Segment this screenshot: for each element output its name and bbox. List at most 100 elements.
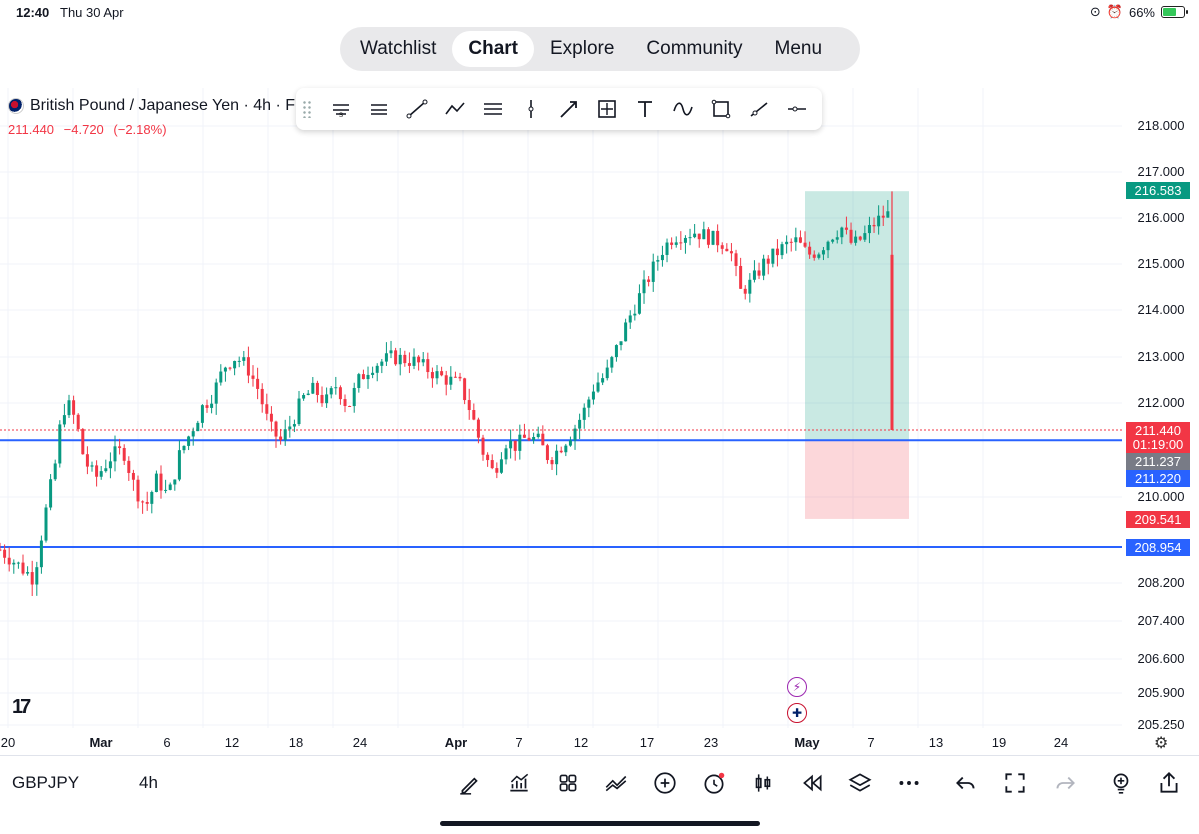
lightning-event-icon[interactable]: ⚡ [787,677,807,697]
candle-body [223,367,227,372]
battery-icon [1161,6,1188,18]
candle-body [449,376,453,385]
symbol-title: British Pound / Japanese Yen · 4h · F [30,97,296,114]
candle-body [274,421,278,437]
indicators-icon[interactable] [504,768,534,798]
more-icon[interactable] [894,768,924,798]
compare-icon[interactable] [601,768,631,798]
position-stop-zone [805,439,909,519]
candle-body [550,460,554,465]
candle-body [403,354,407,364]
vertical-line-tool-icon[interactable] [512,92,550,126]
candle-body [26,572,30,574]
price-tag: 211.440 [1126,422,1190,439]
candle-body [242,357,246,361]
price-tag: 216.583 [1126,182,1190,199]
candle-body [587,399,591,408]
symbol-header[interactable]: British Pound / Japanese Yen · 4h · F [8,97,295,115]
candle-body [743,288,747,294]
draw-pen-icon[interactable] [455,768,485,798]
candle-body [527,437,531,441]
candle-body [113,446,117,462]
candle-body [159,473,163,491]
candle-body [384,353,388,362]
tab-watchlist[interactable]: Watchlist [360,38,437,59]
uk-event-flag-icon[interactable]: ✚ [787,703,807,723]
candle-body [315,382,319,395]
candle-body [210,403,214,408]
price-chart[interactable] [0,88,1199,755]
candle-body [375,365,379,373]
candle-body [757,270,761,276]
ideas-bulb-icon[interactable] [1106,768,1136,798]
alert-clock-icon[interactable] [699,768,729,798]
tab-community[interactable]: Community [646,38,743,59]
horizontal-ray-tool-icon[interactable] [778,92,816,126]
price-change: −4.720 [63,122,104,137]
candle-body [233,360,237,369]
curve-tool-icon[interactable] [664,92,702,126]
trend-line-tool-icon[interactable] [398,92,436,126]
layers-icon[interactable] [845,768,875,798]
candle-body [693,233,697,238]
candles-type-icon[interactable] [748,768,778,798]
price-tag: 211.220 [1126,470,1190,487]
currency-flag-icon [8,98,24,114]
tab-menu[interactable]: Menu [774,38,823,59]
candle-body [145,501,149,504]
candle-body [357,374,361,388]
tab-explore[interactable]: Explore [550,38,615,59]
date-price-range-tool-icon[interactable] [588,92,626,126]
ray-tool-icon[interactable] [740,92,778,126]
templates-grid-icon[interactable] [553,768,583,798]
bottom-interval[interactable]: 4h [139,773,158,792]
candle-body [214,382,218,404]
tab-chart[interactable]: Chart [452,31,534,67]
candle-body [826,241,830,251]
candle-body [90,465,94,467]
candle-body [237,360,241,362]
candle-body [292,424,296,427]
candle-body [412,356,416,366]
candle-body [596,382,600,392]
candle-body [716,230,720,246]
undo-icon[interactable] [951,768,981,798]
axis-settings-icon[interactable]: ⚙ [1154,735,1169,752]
candle-body [334,387,338,389]
time-axis-label: 6 [163,735,171,750]
candle-body [343,399,347,407]
price-tag: 01:19:00 [1126,436,1190,453]
svg-text:S: S [339,113,343,119]
fullscreen-icon[interactable] [1000,768,1030,798]
redo-icon[interactable] [1050,768,1080,798]
replay-icon[interactable] [797,768,827,798]
candle-body [748,279,752,294]
candle-body [302,394,306,399]
time-axis-label: May [794,735,820,750]
candle-body [555,450,559,465]
candle-body [279,436,283,441]
text-tool-icon[interactable] [626,92,664,126]
candle-body [398,354,402,365]
candle-body [683,237,687,243]
arrow-tool-icon[interactable] [550,92,588,126]
share-icon[interactable] [1154,768,1184,798]
candle-body [628,315,632,323]
bottom-symbol[interactable]: GBPJPY [12,773,80,792]
time-axis-label: 23 [703,735,719,750]
candle-body [205,405,209,408]
candle-body [394,350,398,365]
candle-body [453,376,457,378]
candle-body [21,562,25,574]
candle-body [389,350,393,354]
parallel-channel-tool-icon[interactable] [474,92,512,126]
candle-body [481,437,485,455]
short-position-tool-icon[interactable] [360,92,398,126]
long-position-tool-icon[interactable]: S [322,92,360,126]
rectangle-tool-icon[interactable] [702,92,740,126]
candle-body [702,229,706,240]
drag-handle-icon[interactable] [302,100,312,118]
candle-body [435,371,439,379]
add-icon[interactable] [650,768,680,798]
path-tool-icon[interactable] [436,92,474,126]
